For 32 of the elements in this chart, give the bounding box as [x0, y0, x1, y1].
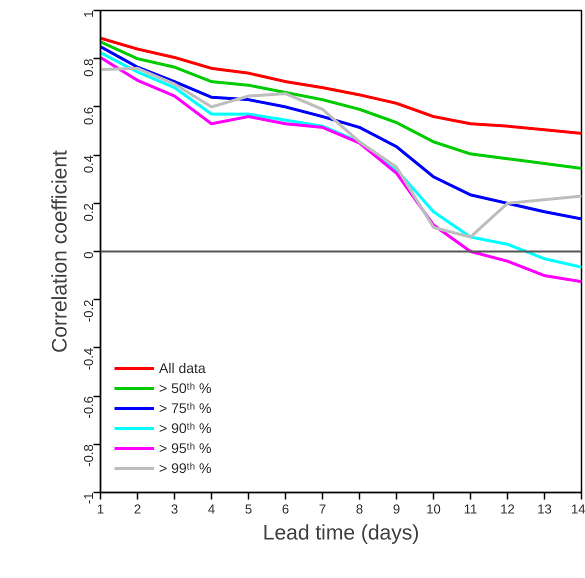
x-tick-label: 12: [500, 502, 515, 516]
x-axis-title: Lead time (days): [262, 522, 420, 544]
y-tick-label: 0.4: [81, 155, 96, 174]
x-tick-label: 14: [571, 502, 585, 516]
legend-label: > 50ᵗʰ %: [159, 380, 212, 396]
x-tick-label: 9: [392, 502, 400, 516]
y-tick-label: 0.2: [81, 203, 96, 222]
y-tick-label: 1: [81, 10, 96, 18]
x-tick-label: 2: [134, 502, 142, 516]
y-axis-title: Correlation coefficient: [48, 150, 72, 353]
legend-label: > 95ᵗʰ %: [159, 440, 212, 456]
y-tick-label: 0.8: [81, 58, 96, 77]
x-tick-label: 8: [356, 502, 364, 516]
y-tick-label: -0.4: [81, 348, 96, 370]
x-tick-label: 6: [282, 502, 290, 516]
x-tick-label: 7: [318, 502, 326, 516]
legend-label: > 75ᵗʰ %: [159, 400, 212, 416]
legend-label: All data: [159, 360, 206, 376]
x-tick-label: 3: [170, 502, 178, 516]
x-tick-label: 4: [208, 502, 216, 516]
y-tick-label: -0.6: [81, 396, 96, 418]
y-tick-label: -1: [81, 492, 96, 504]
y-tick-label: 0.6: [81, 106, 96, 125]
legend-label: > 90ᵗʰ %: [159, 420, 212, 436]
y-tick-label: 0: [81, 251, 96, 259]
x-tick-label: 5: [244, 502, 252, 516]
legend-label: > 99ᵗʰ %: [159, 460, 212, 476]
x-tick-label: 11: [464, 502, 478, 516]
y-tick-label: -0.8: [81, 444, 96, 467]
y-tick-label: -0.2: [81, 300, 96, 322]
x-tick-label: 10: [426, 502, 441, 516]
x-tick-label: 13: [537, 502, 552, 516]
